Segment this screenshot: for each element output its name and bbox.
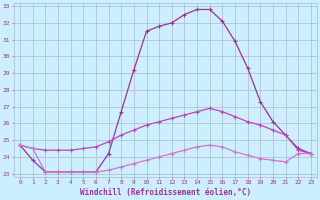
X-axis label: Windchill (Refroidissement éolien,°C): Windchill (Refroidissement éolien,°C) xyxy=(80,188,251,197)
